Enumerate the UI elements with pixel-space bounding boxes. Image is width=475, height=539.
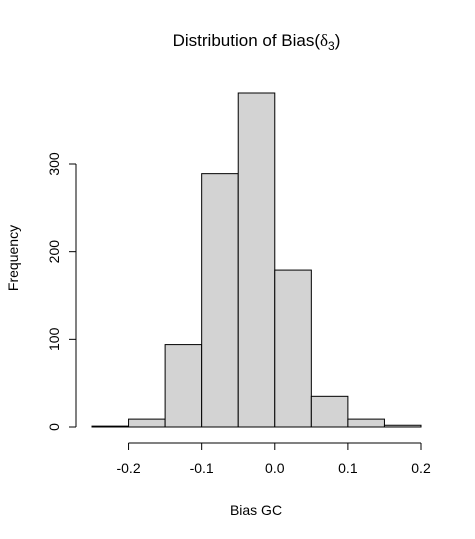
histogram-bar-2 xyxy=(128,418,166,428)
x-axis-label: Bias GC xyxy=(230,502,282,518)
x-tick-label: 0.1 xyxy=(338,460,358,476)
y-axis-label: Frequency xyxy=(5,225,21,291)
y-tick-label: 100 xyxy=(46,327,62,351)
chart-title-subscript: 3 xyxy=(328,39,335,53)
histogram-bar-5 xyxy=(237,92,276,428)
svg-text:Distribution of Bias(δ3): Distribution of Bias(δ3) xyxy=(173,31,341,53)
histogram-bar-7 xyxy=(310,395,349,428)
chart-title-symbol: δ xyxy=(320,31,328,50)
bars-group xyxy=(91,92,422,428)
x-tick-label: -0.1 xyxy=(190,460,214,476)
x-tick-label: 0.0 xyxy=(265,460,285,476)
histogram-bar-4 xyxy=(201,173,239,428)
histogram-bar-8 xyxy=(347,418,385,428)
y-tick-label: 200 xyxy=(46,240,62,264)
y-axis: 0 100 200 300 xyxy=(46,152,77,431)
x-tick-label: -0.2 xyxy=(116,460,140,476)
histogram-bar-9 xyxy=(383,424,422,428)
chart-title-main: Distribution of Bias( xyxy=(173,31,321,50)
histogram-bar-6 xyxy=(274,269,312,428)
y-tick-label: 0 xyxy=(46,423,62,431)
chart-title-close: ) xyxy=(335,31,341,50)
x-tick-label: 0.2 xyxy=(411,460,431,476)
x-axis: -0.2 -0.1 0.0 0.1 0.2 xyxy=(116,442,431,476)
histogram-bar-3 xyxy=(164,344,203,428)
y-tick-label: 300 xyxy=(46,152,62,176)
histogram-bar-1 xyxy=(91,425,130,428)
chart-title: Distribution of Bias(δ3) xyxy=(173,31,341,53)
